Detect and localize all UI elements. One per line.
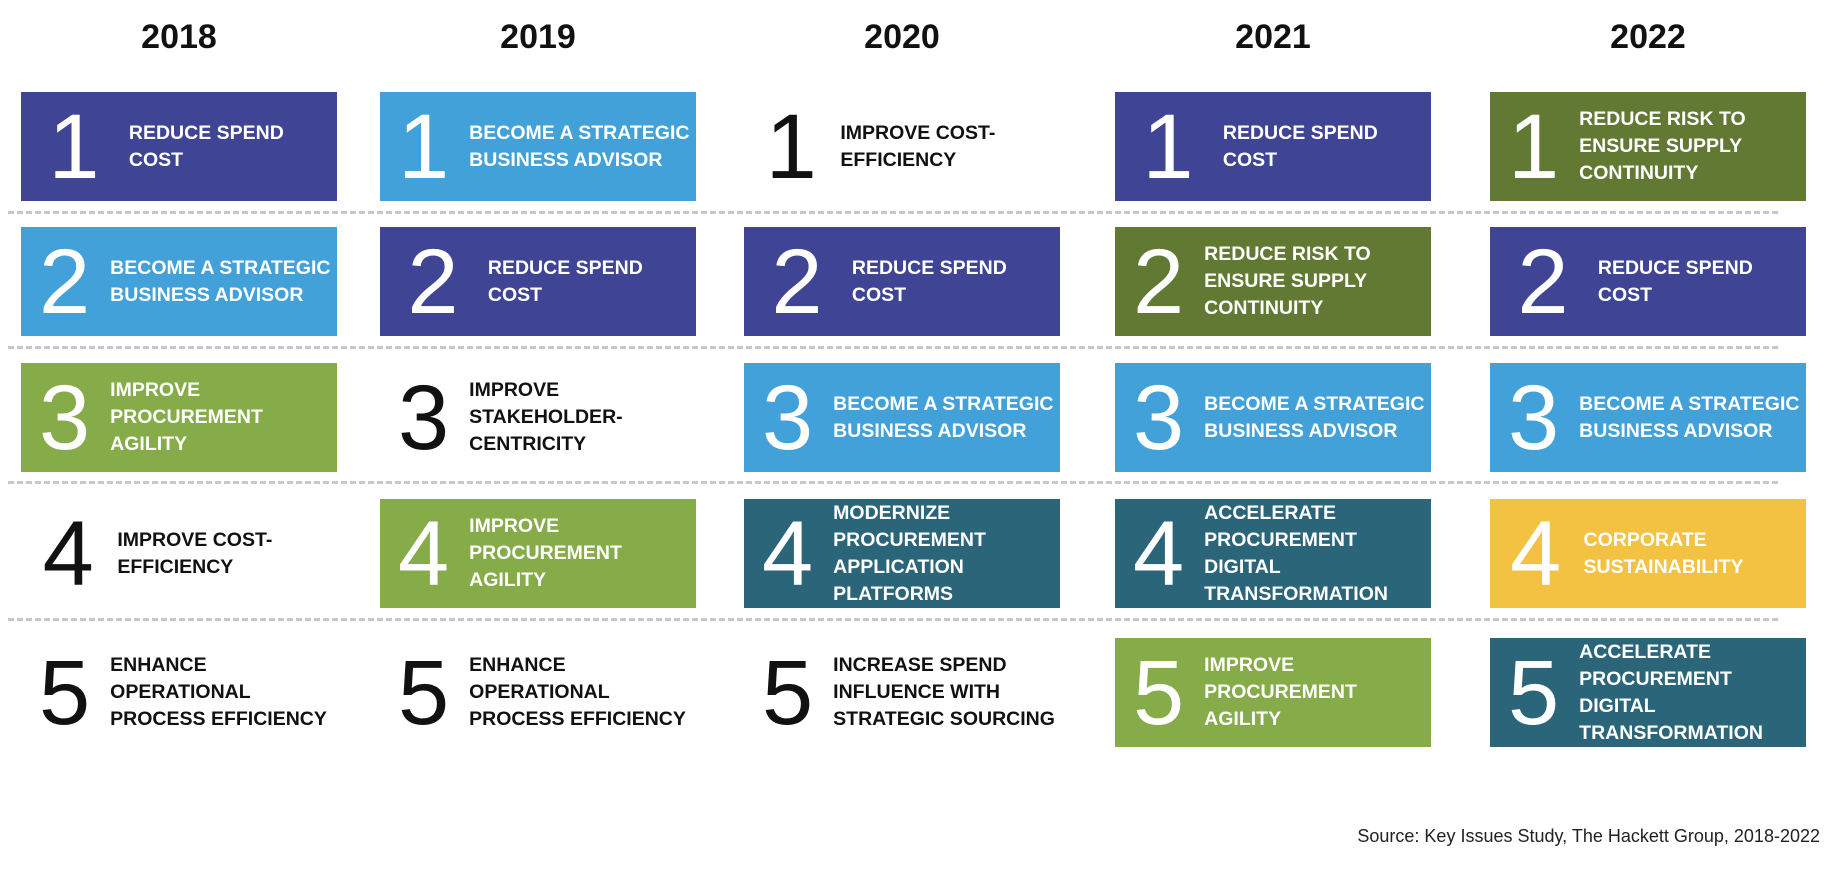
priority-label: Become a strategic business advisor <box>110 256 331 306</box>
rank-number: 4 <box>42 502 94 605</box>
rank-number: 2 <box>771 230 823 333</box>
priority-label: Reduce spend cost <box>1222 121 1378 171</box>
priority-label: Improve procurement agility <box>110 379 263 455</box>
rank-number: 1 <box>1142 95 1194 198</box>
rank-number: 5 <box>1508 641 1560 744</box>
priority-label: Improve procurement agility <box>469 515 622 591</box>
priority-card: 5 Accelerate procurement digital transfor… <box>1490 638 1806 747</box>
priority-label: Improve stakeholder-centricity <box>469 379 623 455</box>
rank-number: 3 <box>1508 366 1560 469</box>
rank-number: 2 <box>407 230 459 333</box>
year-header-2021: 2021 <box>1235 18 1311 56</box>
rank-number: 4 <box>1510 502 1562 605</box>
rank-number: 1 <box>48 95 100 198</box>
priority-card: 3 Improve procurement agility <box>21 363 337 472</box>
priority-card: 3 Become a strategic business advisor <box>1115 363 1431 472</box>
priority-label: Enhance operational process efficiency <box>469 654 686 730</box>
priority-card: 2 Reduce risk to ensure supply continuity <box>1115 227 1431 336</box>
year-header-2020: 2020 <box>864 18 940 56</box>
rank-number: 5 <box>762 641 814 744</box>
priority-label: Corporate sustainability <box>1583 528 1744 578</box>
priority-card: 3 Become a strategic business advisor <box>1490 363 1806 472</box>
priority-card: 1 Reduce spend cost <box>1115 92 1431 201</box>
priority-label: Increase spend influence with strategic … <box>833 654 1055 730</box>
row-divider <box>8 481 1778 484</box>
priority-label: Reduce risk to ensure supply continuity <box>1579 108 1746 184</box>
priority-card: 4 Modernize procurement application platf… <box>744 499 1060 608</box>
source-note: Source: Key Issues Study, The Hackett Gr… <box>1357 826 1820 846</box>
priority-label: Reduce spend cost <box>851 256 1007 306</box>
priority-card: 3 Improve stakeholder-centricity <box>380 363 696 472</box>
priority-card: 1 Reduce risk to ensure supply continuity <box>1490 92 1806 201</box>
priority-card: 1 Become a strategic business advisor <box>380 92 696 201</box>
rank-number: 1 <box>765 95 817 198</box>
priority-card: 4 Improve cost-efficiency <box>21 499 337 608</box>
priority-card: 1 Reduce spend cost <box>21 92 337 201</box>
priority-card: 4 Improve procurement agility <box>380 499 696 608</box>
priority-label: Modernize procurement application platfo… <box>833 501 986 605</box>
priority-card: 3 Become a strategic business advisor <box>744 363 1060 472</box>
year-header-2018: 2018 <box>141 18 217 56</box>
priority-card: 5 Improve procurement agility <box>1115 638 1431 747</box>
priority-label: Become a strategic business advisor <box>1579 392 1800 442</box>
rank-number: 2 <box>1517 230 1569 333</box>
rank-number: 3 <box>762 366 814 469</box>
rank-number: 2 <box>1133 230 1185 333</box>
priority-card: 2 Reduce spend cost <box>380 227 696 336</box>
row-divider <box>8 211 1778 214</box>
priority-label: Reduce risk to ensure supply continuity <box>1204 243 1371 319</box>
rank-number: 4 <box>398 502 450 605</box>
priority-card: 4 Corporate sustainability <box>1490 499 1806 608</box>
rank-number: 3 <box>39 366 91 469</box>
priority-card: 5 Enhance operational process efficiency <box>380 638 696 747</box>
rank-number: 2 <box>39 230 91 333</box>
priority-card: 2 Reduce spend cost <box>1490 227 1806 336</box>
rank-number: 5 <box>39 641 91 744</box>
priority-label: Improve procurement agility <box>1204 654 1357 730</box>
priority-card: 5 Enhance operational process efficiency <box>21 638 337 747</box>
rank-number: 5 <box>1133 641 1185 744</box>
rank-number: 3 <box>398 366 450 469</box>
priority-label: Enhance operational process efficiency <box>110 654 327 730</box>
priority-label: Become a strategic business advisor <box>469 121 690 171</box>
rank-number: 1 <box>1508 95 1560 198</box>
priority-card: 2 Reduce spend cost <box>744 227 1060 336</box>
year-header-2022: 2022 <box>1610 18 1686 56</box>
priority-label: Become a strategic business advisor <box>833 392 1054 442</box>
rank-number: 1 <box>398 95 450 198</box>
priority-card: 5 Increase spend influence with strategic… <box>744 638 1060 747</box>
priority-card: 4 Accelerate procurement digital transfor… <box>1115 499 1431 608</box>
priority-label: Become a strategic business advisor <box>1204 392 1425 442</box>
rank-number: 4 <box>762 502 814 605</box>
rank-number: 5 <box>398 641 450 744</box>
priority-card: 2 Become a strategic business advisor <box>21 227 337 336</box>
year-header-2019: 2019 <box>500 18 576 56</box>
priority-card: 1 Improve cost-efficiency <box>744 92 1060 201</box>
priority-label: Accelerate procurement digital transform… <box>1579 640 1763 744</box>
priority-label: Improve cost-efficiency <box>117 528 273 578</box>
row-divider <box>8 618 1778 621</box>
rank-number: 3 <box>1133 366 1185 469</box>
row-divider <box>8 346 1778 349</box>
priority-label: Reduce spend cost <box>487 256 643 306</box>
priority-label: Reduce spend cost <box>128 121 284 171</box>
priority-label: Reduce spend cost <box>1597 256 1753 306</box>
priority-label: Improve cost-efficiency <box>840 121 996 171</box>
priority-label: Accelerate procurement digital transform… <box>1204 501 1388 605</box>
rank-number: 4 <box>1133 502 1185 605</box>
